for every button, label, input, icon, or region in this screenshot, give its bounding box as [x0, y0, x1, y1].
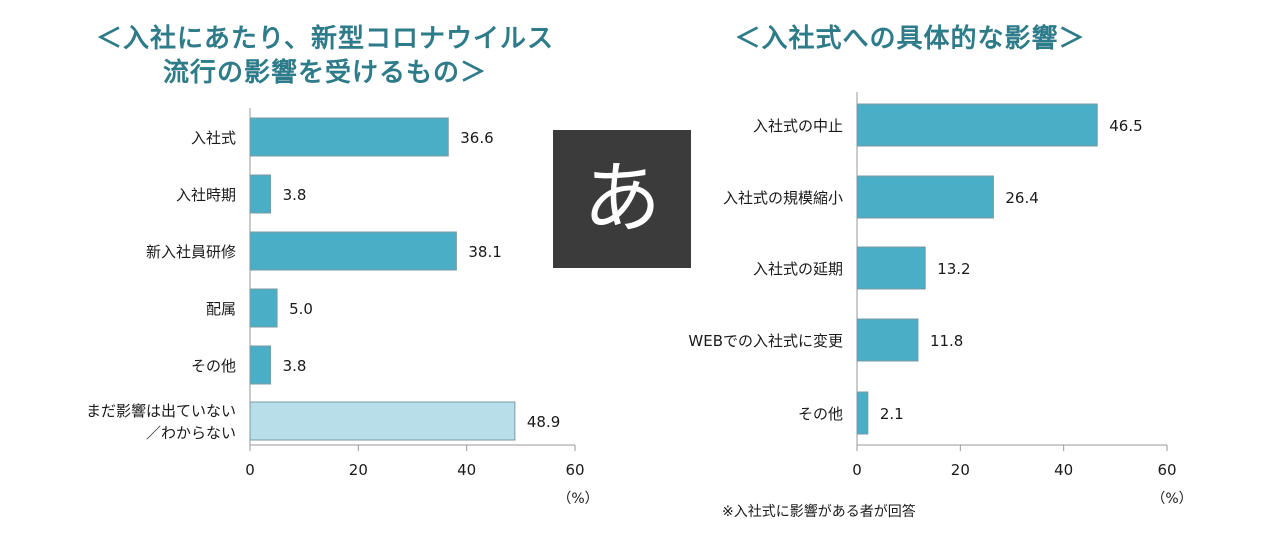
- right-unit-label: （%）: [1151, 491, 1192, 507]
- left-unit-label: （%）: [557, 491, 598, 507]
- left-tick-label: 20: [349, 461, 368, 479]
- left-category-label: ／わからない: [146, 424, 236, 442]
- left-category-label: 入社式: [191, 129, 236, 147]
- left-bar: [249, 288, 278, 328]
- left-tick-label: 60: [565, 461, 584, 479]
- left-category-label: 入社時期: [176, 186, 236, 204]
- right-tick-label: 60: [1157, 461, 1176, 479]
- left-value-label: 38.1: [468, 243, 501, 261]
- left-tick-label: 40: [457, 461, 476, 479]
- left-bar: [249, 345, 272, 385]
- left-bar: [249, 117, 449, 157]
- right-value-label: 11.8: [930, 332, 963, 350]
- right-bar: [856, 246, 926, 290]
- right-value-label: 13.2: [937, 260, 970, 278]
- right-category-label: 入社式の規模縮小: [723, 189, 843, 207]
- ime-hiragana-icon[interactable]: あ: [553, 130, 691, 268]
- left-value-label: 3.8: [283, 357, 307, 375]
- right-value-label: 26.4: [1005, 189, 1038, 207]
- left-chart-title: ＜入社にあたり、新型コロナウイルス 流行の影響を受けるもの＞: [90, 22, 560, 90]
- left-tick-label: 0: [245, 461, 255, 479]
- left-category-label: その他: [191, 357, 236, 375]
- right-tick-label: 40: [1054, 461, 1073, 479]
- left-category-label: まだ影響は出ていない: [86, 402, 236, 420]
- right-value-label: 46.5: [1109, 117, 1142, 135]
- left-title-line2: 流行の影響を受けるもの＞: [162, 58, 487, 88]
- right-category-label: 入社式の延期: [753, 260, 843, 278]
- right-category-label: 入社式の中止: [753, 117, 843, 135]
- right-category-label: その他: [798, 405, 843, 423]
- right-bar: [856, 103, 1098, 147]
- left-value-label: 48.9: [527, 413, 560, 431]
- right-footnote: ※入社式に影響がある者が回答: [722, 503, 916, 520]
- left-value-label: 36.6: [460, 129, 493, 147]
- left-value-label: 5.0: [289, 300, 313, 318]
- left-bar: [249, 174, 272, 214]
- right-bar: [856, 391, 869, 435]
- right-value-label: 2.1: [880, 405, 904, 423]
- right-chart-title: ＜入社式への具体的な影響＞: [734, 24, 1086, 54]
- left-value-label: 3.8: [283, 186, 307, 204]
- left-category-label: 配属: [206, 300, 236, 318]
- right-tick-label: 20: [951, 461, 970, 479]
- right-category-label: WEBでの入社式に変更: [688, 332, 843, 350]
- right-tick-label: 0: [852, 461, 862, 479]
- right-bar: [856, 175, 994, 219]
- right-bar: [856, 318, 919, 362]
- left-category-label: 新入社員研修: [146, 243, 236, 261]
- left-title-line1: ＜入社にあたり、新型コロナウイルス: [96, 24, 554, 54]
- left-bar: [249, 401, 516, 441]
- left-bar: [249, 231, 457, 271]
